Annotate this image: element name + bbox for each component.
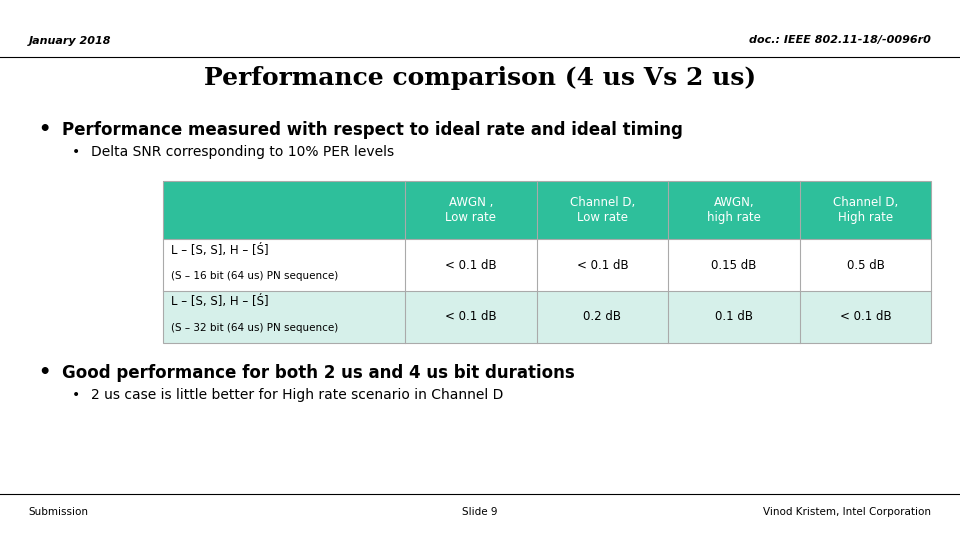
Bar	[163, 181, 931, 239]
Text: Delta SNR corresponding to 10% PER levels: Delta SNR corresponding to 10% PER level…	[91, 145, 395, 159]
Text: Slide 9: Slide 9	[463, 507, 497, 517]
Text: Performance comparison (4 us Vs 2 us): Performance comparison (4 us Vs 2 us)	[204, 66, 756, 90]
Text: AWGN,
high rate: AWGN, high rate	[707, 196, 761, 224]
Text: (S – 16 bit (64 us) PN sequence): (S – 16 bit (64 us) PN sequence)	[171, 271, 338, 281]
Text: < 0.1 dB: < 0.1 dB	[577, 259, 628, 272]
Text: January 2018: January 2018	[29, 36, 111, 45]
Text: 0.2 dB: 0.2 dB	[584, 310, 621, 323]
Bar	[163, 181, 931, 343]
Text: 2 us case is little better for High rate scenario in Channel D: 2 us case is little better for High rate…	[91, 388, 504, 402]
Bar	[163, 291, 931, 343]
Text: 0.5 dB: 0.5 dB	[847, 259, 884, 272]
Text: Performance measured with respect to ideal rate and ideal timing: Performance measured with respect to ide…	[62, 120, 684, 139]
Text: < 0.1 dB: < 0.1 dB	[445, 310, 496, 323]
Text: doc.: IEEE 802.11-18/-0096r0: doc.: IEEE 802.11-18/-0096r0	[750, 36, 931, 45]
Text: Channel D,
High rate: Channel D, High rate	[833, 196, 898, 224]
Text: Good performance for both 2 us and 4 us bit durations: Good performance for both 2 us and 4 us …	[62, 363, 575, 382]
Text: Vinod Kristem, Intel Corporation: Vinod Kristem, Intel Corporation	[763, 507, 931, 517]
Text: 0.15 dB: 0.15 dB	[711, 259, 756, 272]
Text: 0.1 dB: 0.1 dB	[715, 310, 753, 323]
Text: •: •	[72, 145, 81, 159]
Text: •: •	[38, 363, 51, 382]
Text: < 0.1 dB: < 0.1 dB	[445, 259, 496, 272]
Text: (S – 32 bit (64 us) PN sequence): (S – 32 bit (64 us) PN sequence)	[171, 323, 338, 333]
Bar	[163, 239, 931, 291]
Text: Channel D,
Low rate: Channel D, Low rate	[570, 196, 635, 224]
Text: •: •	[38, 120, 51, 139]
Text: AWGN ,
Low rate: AWGN , Low rate	[445, 196, 496, 224]
Text: < 0.1 dB: < 0.1 dB	[840, 310, 891, 323]
Text: •: •	[72, 388, 81, 402]
Text: L – [S, S], H – [Ś]: L – [S, S], H – [Ś]	[171, 244, 269, 256]
Text: Submission: Submission	[29, 507, 88, 517]
Text: L – [S, S], H – [Ś]: L – [S, S], H – [Ś]	[171, 295, 269, 308]
